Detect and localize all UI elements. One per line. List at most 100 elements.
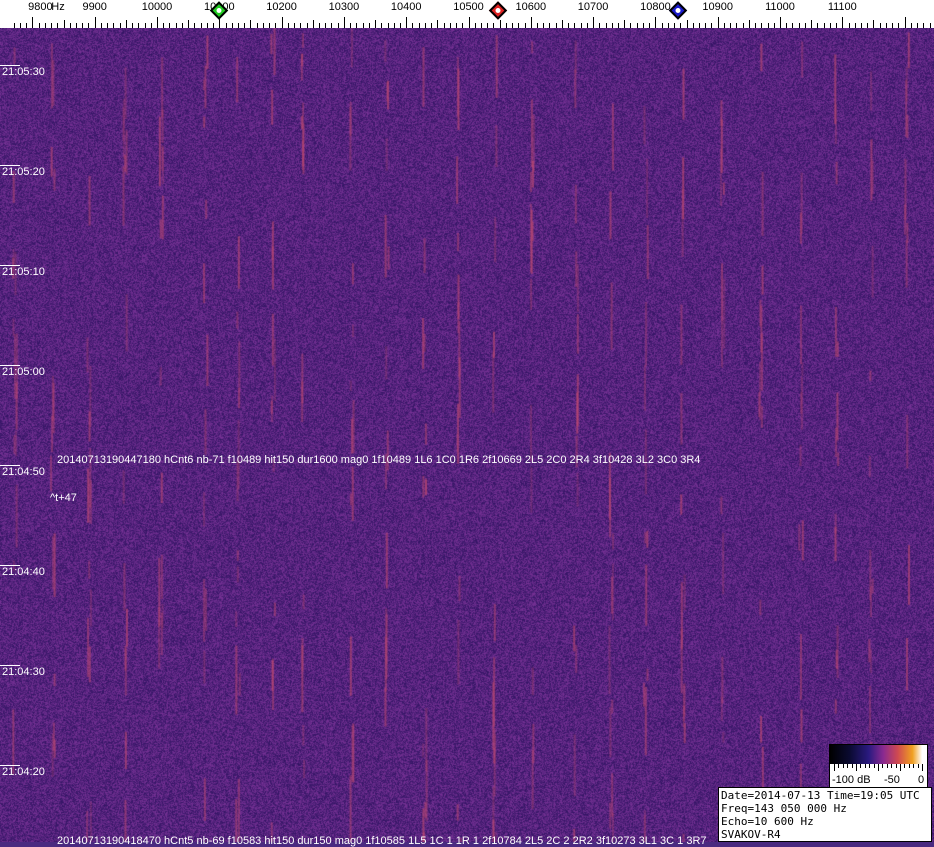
colorbar-tick (922, 764, 923, 771)
freq-tick (649, 23, 650, 28)
freq-tick (805, 23, 806, 28)
freq-tick (618, 23, 619, 28)
time-tick (0, 365, 20, 366)
freq-tick-label: 11100 (827, 1, 857, 13)
time-tick-label: 21:05:30 (2, 66, 45, 78)
frequency-marker[interactable] (488, 1, 507, 20)
freq-tick (917, 23, 918, 28)
freq-tick (26, 23, 27, 28)
colorbar-tick (913, 764, 915, 768)
freq-tick (475, 23, 476, 28)
frequency-marker[interactable] (669, 1, 688, 20)
info-station: SVAKOV-R4 (721, 828, 781, 841)
freq-tick (655, 17, 656, 28)
freq-tick (693, 23, 694, 28)
colorbar-tick (895, 764, 897, 768)
colorbar-tick (900, 764, 901, 771)
freq-tick (512, 23, 513, 28)
freq-tick (425, 23, 426, 28)
freq-tick (687, 20, 688, 28)
freq-tick (213, 23, 214, 28)
freq-tick-label: 10700 (577, 1, 609, 13)
freq-tick (194, 23, 195, 28)
time-tick (0, 465, 20, 466)
time-tick-label: 21:04:40 (2, 566, 45, 578)
freq-tick (593, 17, 594, 28)
freq-tick (300, 23, 301, 28)
freq-tick (743, 23, 744, 28)
freq-tick-label: 10000 (141, 1, 173, 13)
colorbar-tick (886, 764, 888, 768)
time-tick-label: 21:04:20 (2, 766, 45, 778)
freq-tick (500, 20, 501, 28)
freq-tick (444, 23, 445, 28)
time-tick-label: 21:05:00 (2, 366, 45, 378)
freq-tick (338, 23, 339, 28)
freq-unit: Hz (51, 1, 65, 13)
freq-tick (120, 23, 121, 28)
freq-tick (624, 20, 625, 28)
freq-tick (537, 23, 538, 28)
freq-tick (388, 23, 389, 28)
freq-tick (350, 23, 351, 28)
freq-tick (375, 20, 376, 28)
spectrogram (0, 28, 934, 842)
freq-tick (612, 23, 613, 28)
freq-tick (406, 17, 407, 28)
freq-tick (730, 23, 731, 28)
time-tick-label: 21:04:50 (2, 466, 45, 478)
freq-tick (581, 23, 582, 28)
freq-tick (188, 20, 189, 28)
freq-tick (363, 23, 364, 28)
freq-tick (680, 23, 681, 28)
freq-tick (873, 20, 874, 28)
freq-tick (294, 23, 295, 28)
freq-tick (151, 23, 152, 28)
freq-tick (275, 23, 276, 28)
colorbar-tick (891, 764, 893, 768)
freq-tick (39, 23, 40, 28)
freq-tick (786, 23, 787, 28)
freq-tick (64, 20, 65, 28)
info-echo: Echo=10 600 Hz (721, 815, 814, 828)
freq-tick (724, 23, 725, 28)
freq-tick (587, 23, 588, 28)
freq-tick (14, 23, 15, 28)
freq-tick (400, 23, 401, 28)
freq-tick (518, 23, 519, 28)
colorbar-tick (869, 764, 871, 768)
freq-tick (132, 23, 133, 28)
freq-tick (126, 20, 127, 28)
freq-tick (774, 23, 775, 28)
freq-tick (32, 17, 33, 28)
freq-tick-label: 10300 (328, 1, 360, 13)
freq-tick (674, 23, 675, 28)
freq-tick (493, 23, 494, 28)
freq-tick (20, 23, 21, 28)
freq-tick (898, 23, 899, 28)
freq-tick (637, 23, 638, 28)
colorbar-tick (851, 764, 853, 768)
freq-tick (911, 23, 912, 28)
freq-tick (711, 23, 712, 28)
freq-tick (836, 23, 837, 28)
freq-tick (487, 23, 488, 28)
freq-tick (705, 23, 706, 28)
freq-tick-label: 9800 (28, 1, 53, 13)
freq-tick (506, 23, 507, 28)
freq-tick (412, 23, 413, 28)
colorbar-tick (838, 764, 840, 768)
freq-tick (531, 17, 532, 28)
freq-tick (662, 23, 663, 28)
info-date-time: Date=2014-07-13 Time=19:05 UTC (721, 789, 920, 802)
detection-annotation: 20140713190447180 hCnt6 nb-71 f10489 hit… (57, 454, 701, 466)
colorbar-label-min: -100 dB (832, 774, 871, 786)
freq-tick (817, 23, 818, 28)
freq-tick (437, 20, 438, 28)
colorbar-label-mid: -50 (884, 774, 900, 786)
info-box: Date=2014-07-13 Time=19:05 UTC Freq=143 … (718, 787, 932, 842)
time-offset-annotation: ^t+47 (50, 492, 77, 504)
freq-tick (319, 23, 320, 28)
colorbar-ticks (830, 764, 927, 774)
freq-tick (232, 23, 233, 28)
